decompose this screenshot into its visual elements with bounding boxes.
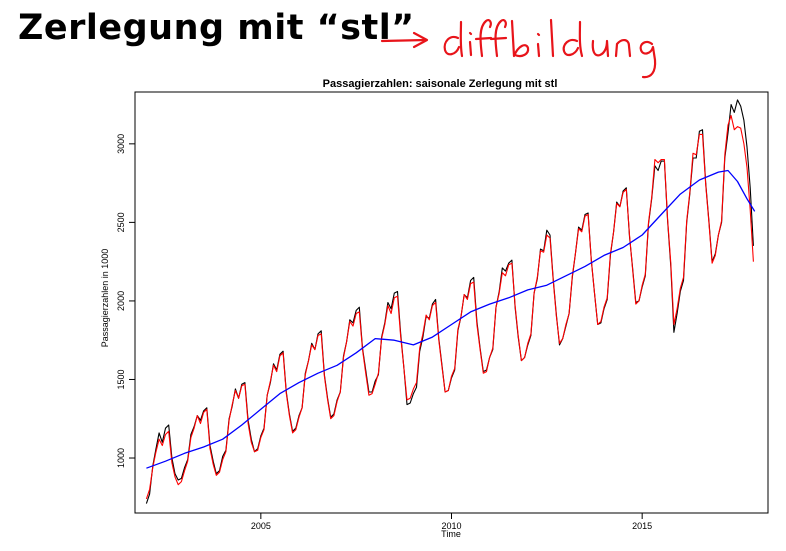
chart-title: Passagierzahlen: saisonale Zerlegung mit… <box>323 78 558 90</box>
y-tick-label: 1500 <box>116 369 126 389</box>
arrow-head <box>412 31 429 49</box>
y-tick-label: 2000 <box>116 291 126 311</box>
x-axis: 2005 2010 2015 <box>251 513 652 531</box>
y-tick-label: 2500 <box>116 212 126 232</box>
x-tick-label: 2010 <box>441 521 461 531</box>
slide-title: Zerlegung mit “stl” <box>18 8 415 48</box>
x-tick-label: 2015 <box>632 521 652 531</box>
arrow-shaft <box>380 38 428 43</box>
y-tick-label: 3000 <box>116 134 126 154</box>
y-axis: 1000 1500 2000 2500 3000 <box>116 134 135 468</box>
series-line-fitted <box>145 115 754 500</box>
x-axis-label: Time <box>441 529 461 539</box>
y-axis-label: Passagierzahlen in 1000 <box>100 249 110 348</box>
series-line-trend <box>146 169 756 469</box>
y-tick-label: 1000 <box>116 448 126 468</box>
x-tick-label: 2005 <box>251 521 271 531</box>
series-line-observed <box>145 99 754 504</box>
handwritten-annotation: diffbildung <box>380 18 657 79</box>
series-layer <box>145 99 756 504</box>
